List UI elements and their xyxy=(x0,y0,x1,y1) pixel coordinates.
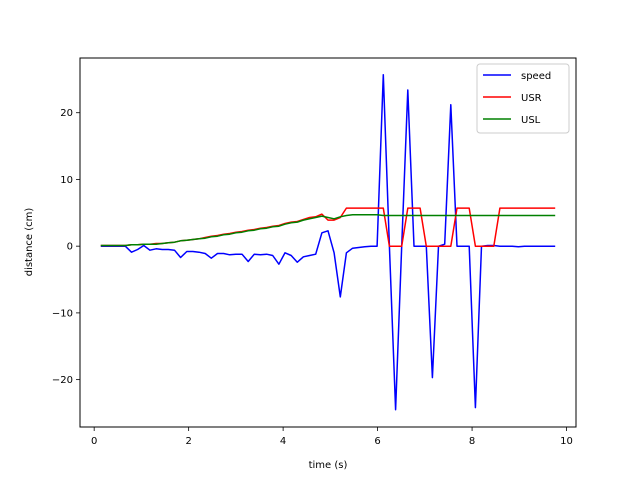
legend-entries: speed USR USL xyxy=(483,71,551,126)
series-line-speed xyxy=(100,73,556,411)
x-tick-label: 8 xyxy=(469,436,475,447)
x-axis-label: time (s) xyxy=(309,460,348,471)
legend-label-usl: USL xyxy=(521,115,541,126)
y-axis-label: distance (cm) xyxy=(24,208,35,277)
x-tick-label: 10 xyxy=(560,436,573,447)
x-ticks: 0 2 4 6 8 10 xyxy=(91,427,573,447)
y-ticks: −20 −10 0 10 20 xyxy=(52,108,80,386)
legend-label-usr: USR xyxy=(521,93,542,104)
x-tick-label: 0 xyxy=(91,436,97,447)
y-tick-label: −20 xyxy=(52,375,73,386)
series-line-usl xyxy=(100,214,556,247)
y-tick-label: 0 xyxy=(67,242,73,253)
legend-label-speed: speed xyxy=(521,71,551,82)
x-tick-label: 4 xyxy=(280,436,286,447)
y-tick-label: 20 xyxy=(60,108,73,119)
x-tick-label: 6 xyxy=(374,436,380,447)
y-tick-label: −10 xyxy=(52,308,73,319)
legend: speed USR USL xyxy=(476,63,570,134)
series-layer xyxy=(100,73,556,411)
x-tick-label: 2 xyxy=(185,436,191,447)
plot-frame xyxy=(79,57,577,428)
y-tick-label: 10 xyxy=(60,175,73,186)
legend-box xyxy=(476,63,570,134)
